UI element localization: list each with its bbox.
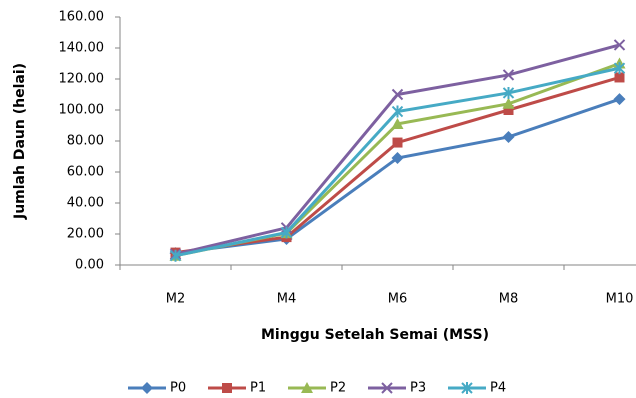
x-tick-label: M10 [606,292,634,307]
y-tick-label: 120.00 [59,72,105,87]
x-tick-label: M6 [388,292,408,307]
y-tick-label: 20.00 [67,227,104,242]
x-tick-label: M8 [499,292,519,307]
x-axis-title: Minggu Setelah Semai (MSS) [261,327,489,343]
legend-marker [222,383,232,393]
y-tick-label: 80.00 [67,134,104,149]
y-tick-label: 60.00 [67,165,104,180]
legend-label: P3 [410,381,426,396]
legend-label: P2 [330,381,346,396]
legend-label: P4 [490,381,506,396]
x-tick-label: M4 [277,292,297,307]
y-tick-label: 0.00 [75,258,104,273]
y-tick-label: 160.00 [59,10,105,25]
y-tick-label: 140.00 [59,41,105,56]
y-tick-label: 40.00 [67,196,104,211]
y-tick-label: 100.00 [59,103,105,118]
data-point [393,138,403,148]
x-tick-label: M2 [166,292,186,307]
y-axis-title: Jumlah Daun (helai) [12,63,28,220]
chart: Jumlah Daun (helai) Minggu Setelah Semai… [0,0,636,398]
legend-label: P1 [250,381,266,396]
page: Jumlah Daun (helai) Minggu Setelah Semai… [0,0,636,398]
legend-label: P0 [170,381,186,396]
